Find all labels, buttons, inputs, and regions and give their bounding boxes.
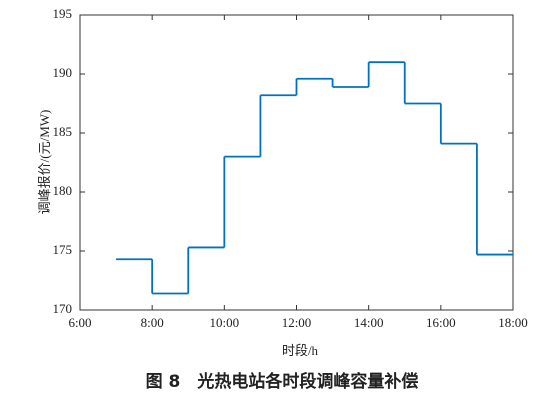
x-tick-label: 16:00 [426, 315, 456, 330]
y-tick-label: 185 [53, 124, 73, 139]
y-tick-label: 180 [53, 183, 73, 198]
y-tick-label: 170 [53, 301, 73, 316]
y-tick-label: 190 [53, 65, 73, 80]
plot-frame [79, 14, 514, 311]
x-tick-label: 8:00 [141, 315, 164, 330]
x-tick-label: 18:00 [498, 315, 528, 330]
y-tick-label: 195 [53, 6, 73, 21]
y-axis-label: 调峰报价/(元/MW) [37, 110, 52, 215]
caption: 图 8 光热电站各时段调峰容量补偿 [146, 371, 419, 392]
x-tick-label: 14:00 [354, 315, 384, 330]
y-tick-label: 175 [53, 242, 73, 257]
x-tick-label: 6:00 [68, 315, 91, 330]
x-axis-label: 时段/h [282, 343, 319, 358]
x-tick-label: 12:00 [282, 315, 312, 330]
x-tick-label: 10:00 [210, 315, 240, 330]
